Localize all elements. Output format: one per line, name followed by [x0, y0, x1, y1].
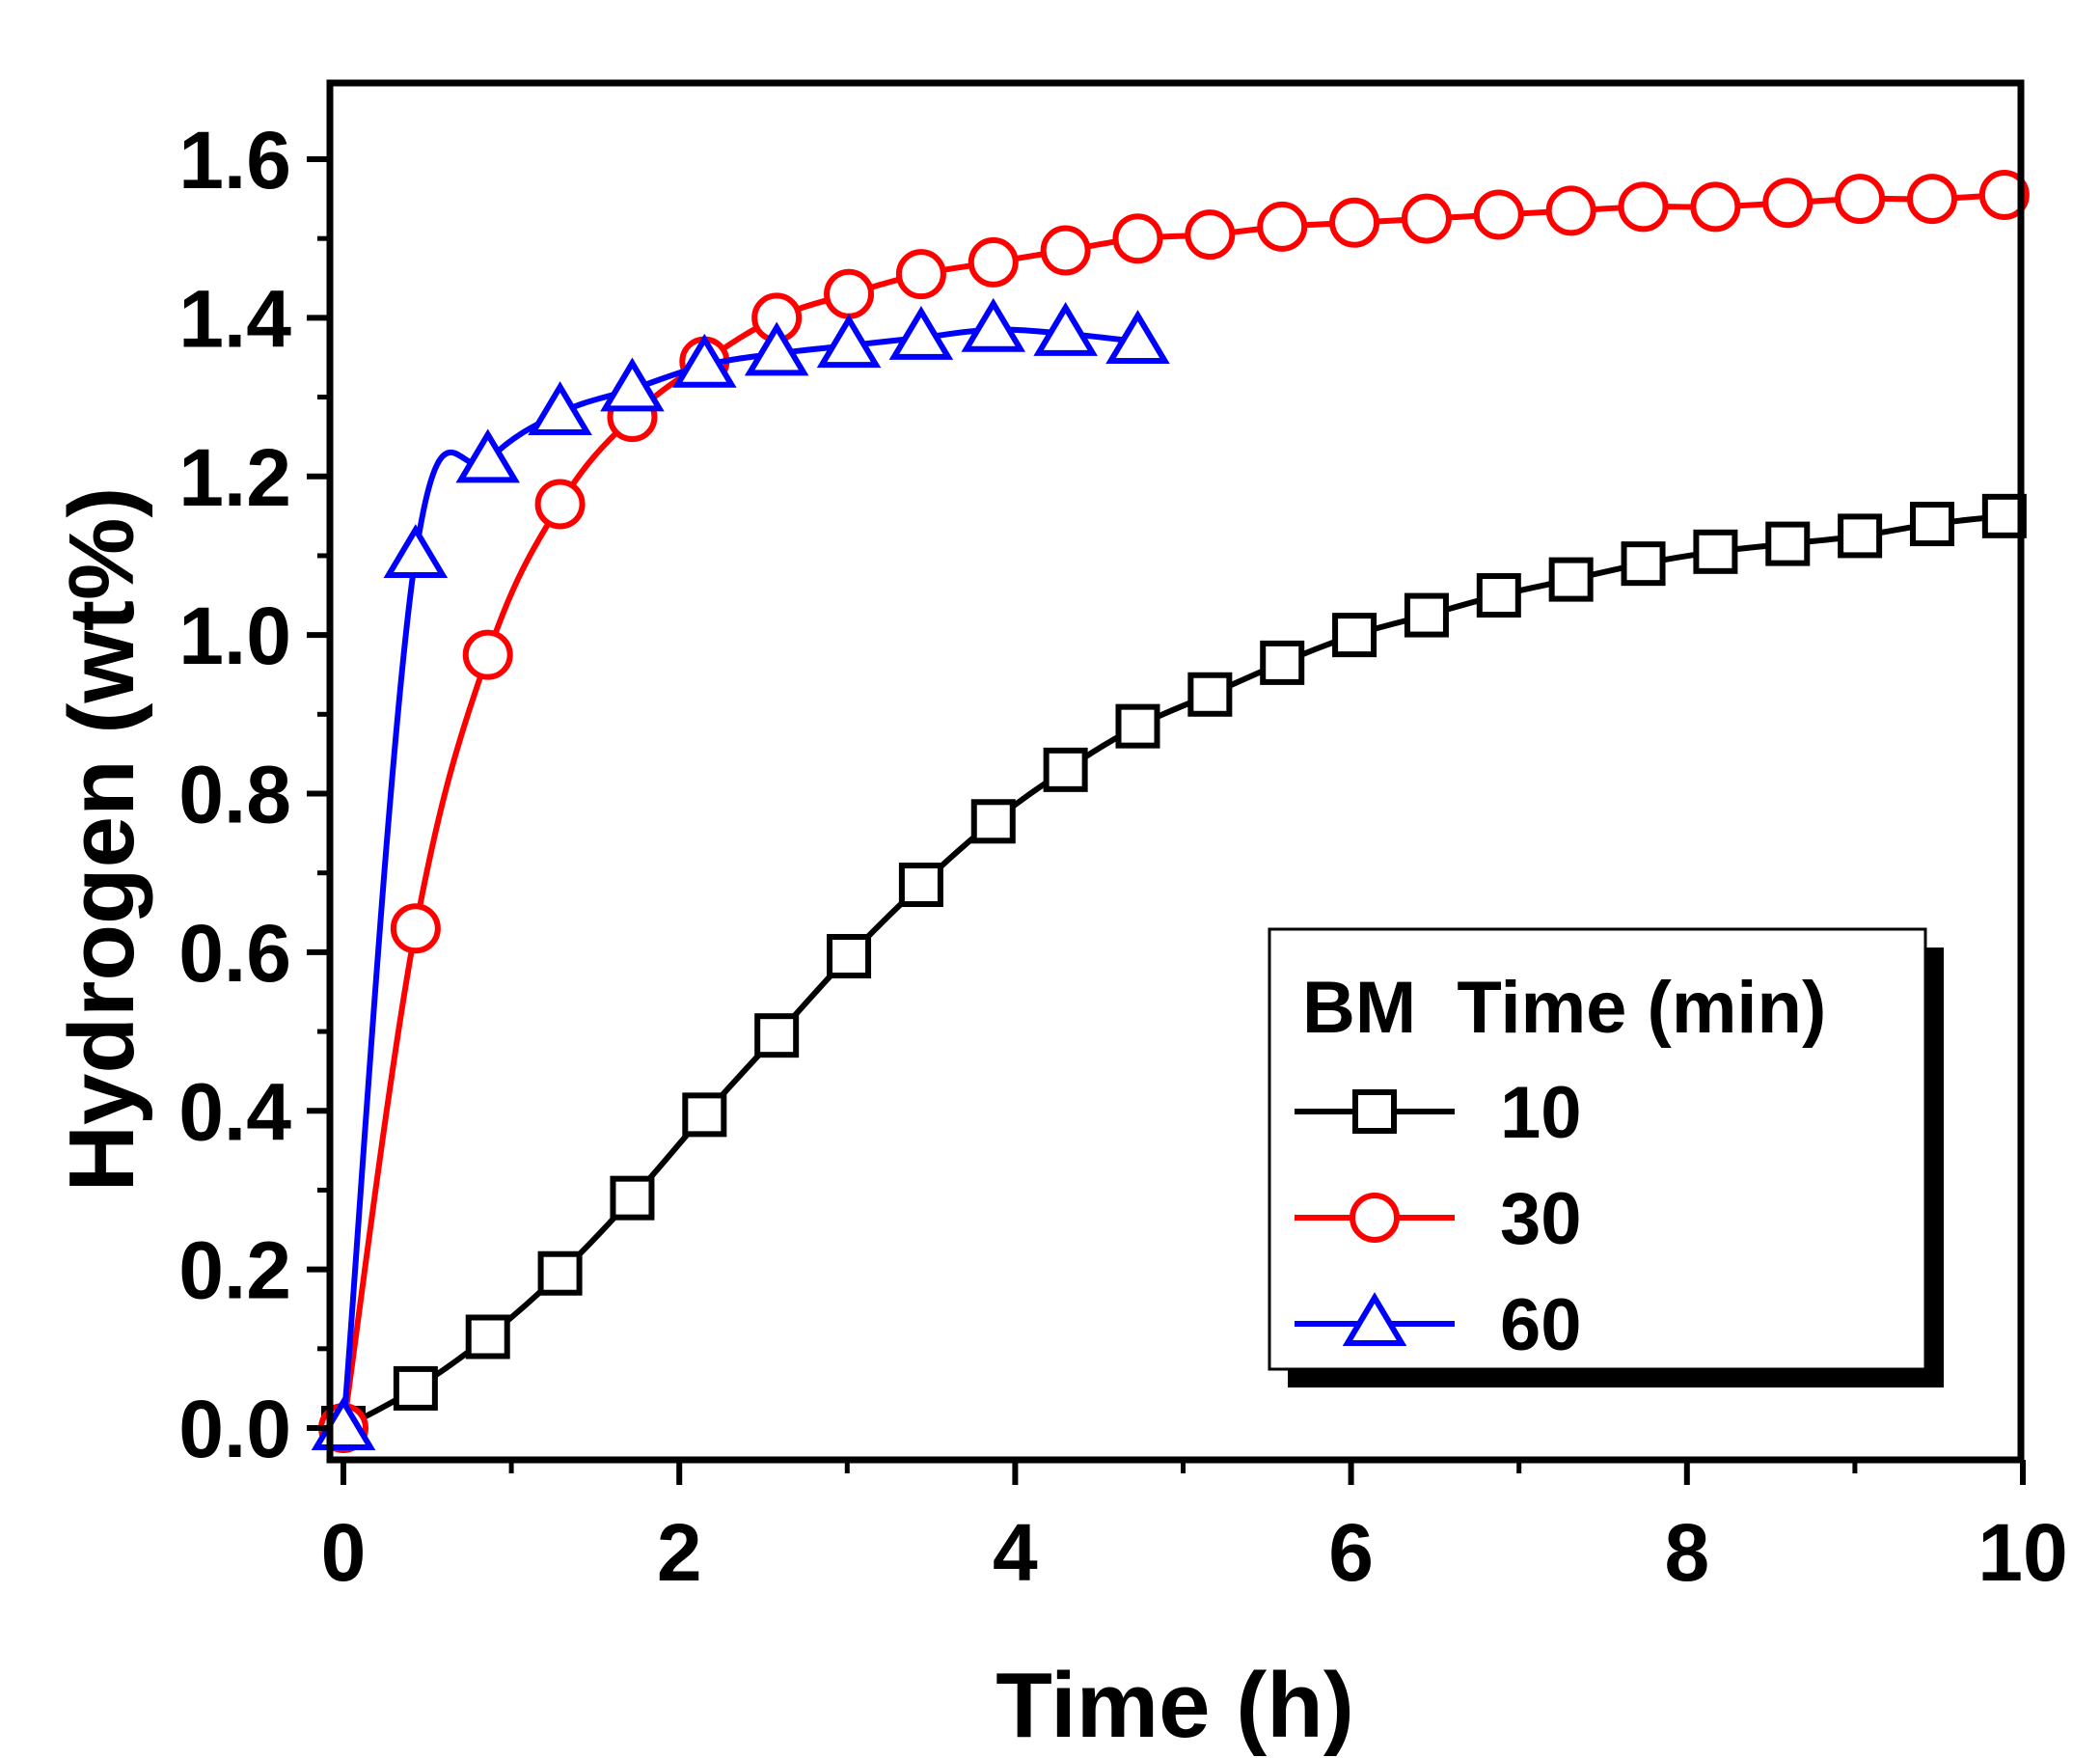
data-point-10: [1187, 672, 1233, 717]
data-point-30: [1112, 213, 1163, 264]
y-tick-label: 1.4: [178, 273, 291, 364]
y-tick-label: 0.6: [178, 908, 291, 999]
legend-marker-60: [1342, 1292, 1407, 1346]
data-point-10: [1404, 592, 1449, 638]
data-point-30: [1762, 178, 1814, 229]
data-point-10: [1693, 529, 1738, 574]
data-point-30: [968, 236, 1019, 288]
data-point-10: [682, 1092, 727, 1138]
data-point-10: [465, 1314, 510, 1360]
y-tick-label: 0.8: [178, 750, 291, 840]
data-point-60: [672, 333, 737, 388]
data-point-30: [1257, 201, 1308, 252]
data-point-30: [1545, 185, 1596, 236]
y-tick-label: 0.0: [178, 1384, 291, 1474]
legend-entries: 10 30 60: [1295, 1072, 1582, 1366]
data-point-60: [383, 524, 449, 578]
data-point-30: [1690, 181, 1741, 233]
series-60: [311, 297, 1170, 1450]
data-point-60: [528, 381, 592, 435]
x-tick-label: 8: [1664, 1507, 1709, 1598]
legend-entry-10: 10: [1295, 1072, 1582, 1154]
data-point-30: [1835, 174, 1886, 225]
y-tick-label: 1.6: [178, 115, 291, 206]
x-tick-label: 6: [1328, 1507, 1374, 1598]
legend-label-30: 30: [1500, 1178, 1582, 1260]
data-point-10: [970, 799, 1016, 844]
data-point-60: [888, 306, 954, 360]
data-point-10: [1260, 640, 1305, 685]
legend: BM Time (min) 10 30 60: [1268, 927, 1944, 1387]
series-layer: [311, 169, 2030, 1453]
data-point-60: [1105, 310, 1170, 365]
data-point-10: [1621, 541, 1666, 587]
data-point-60: [816, 314, 882, 369]
data-point-10: [1115, 703, 1160, 749]
legend-label-10: 10: [1500, 1072, 1582, 1154]
data-point-10: [1043, 747, 1088, 792]
legend-box: [1268, 927, 1927, 1371]
legend-label-60: 60: [1500, 1284, 1582, 1366]
data-point-10: [1765, 521, 1811, 566]
data-point-30: [1329, 197, 1380, 248]
y-tick-label: 1.2: [178, 432, 291, 523]
data-point-10: [898, 863, 943, 908]
data-point-60: [455, 428, 521, 483]
data-point-30: [462, 629, 513, 680]
data-point-30: [1978, 169, 2030, 220]
data-point-30: [1401, 193, 1452, 244]
data-point-30: [895, 249, 946, 300]
data-point-10: [537, 1250, 583, 1296]
data-point-30: [1906, 174, 1957, 225]
data-point-30: [1473, 189, 1524, 240]
ticks-layer: 0 2 4 6 8 10 0.0 0.2 0.4 0.6 0.8 1.0 1.2 1.4 1.6: [178, 115, 2068, 1598]
x-tick-label: 10: [1977, 1507, 2067, 1598]
y-axis-title: Hydrogen (wt%): [50, 487, 153, 1193]
data-point-10: [827, 933, 872, 978]
legend-marker-10: [1352, 1089, 1397, 1134]
data-point-10: [1909, 502, 1954, 547]
data-point-60: [961, 297, 1026, 352]
data-point-30: [1618, 181, 1669, 233]
legend-entry-30: 30: [1295, 1178, 1582, 1260]
data-point-30: [390, 903, 441, 954]
data-point-10: [393, 1365, 438, 1411]
data-point-10: [610, 1175, 655, 1221]
data-point-30: [534, 479, 586, 530]
legend-marker-30: [1350, 1193, 1400, 1243]
data-point-60: [744, 321, 809, 376]
x-tick-label: 2: [657, 1507, 702, 1598]
y-tick-label: 0.2: [178, 1225, 291, 1316]
data-point-60: [600, 357, 665, 412]
legend-entry-60: 60: [1295, 1284, 1582, 1366]
x-tick-label: 4: [993, 1507, 1038, 1598]
data-point-30: [824, 268, 875, 319]
data-point-60: [1033, 301, 1098, 356]
data-point-10: [754, 1013, 800, 1058]
data-point-10: [1548, 557, 1594, 602]
x-tick-label: 0: [321, 1507, 367, 1598]
x-axis-title: Time (h): [995, 1654, 1354, 1757]
legend-title: BM Time (min): [1302, 967, 1826, 1049]
data-point-10: [1476, 573, 1521, 618]
series-30: [318, 169, 2030, 1453]
data-point-30: [1040, 225, 1091, 276]
data-point-30: [1185, 209, 1236, 261]
data-point-10: [1838, 513, 1883, 559]
y-tick-label: 0.4: [178, 1066, 291, 1157]
y-tick-label: 1.0: [178, 591, 291, 681]
data-point-10: [1332, 613, 1377, 658]
plot-frame: [326, 79, 2025, 1464]
